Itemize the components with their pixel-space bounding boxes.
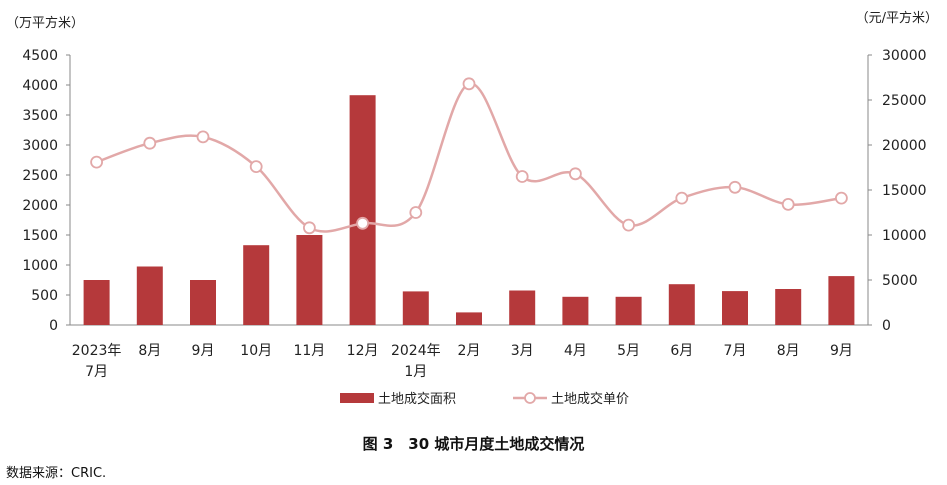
right-axis-unit: （元/平方米） [856,10,938,26]
x-axis-tick-label: 3月 [511,343,534,359]
line-point [302,221,316,235]
line-point [249,160,263,174]
x-axis-tick-label: 2024年 1月 [391,343,441,380]
line-point [622,218,635,232]
left-axis-tick-label: 0 [49,318,58,334]
right-axis-tick-label: 30000 [882,48,927,64]
bar [83,280,110,325]
legend-line-label: 土地成交单价 [551,391,629,407]
figure-caption: 图 3 30 城市月度土地成交情况 [362,435,585,453]
right-axis-tick-label: 10000 [882,228,927,244]
bar [402,291,429,325]
line-point [781,197,795,211]
bar [243,245,270,325]
left-axis-unit: （万平方米） [6,15,84,31]
line-point [356,216,370,230]
bar [828,276,855,325]
x-axis-tick-label: 7月 [724,343,747,359]
line-series [90,77,848,235]
left-axis-tick-label: 3000 [22,138,58,154]
right-axis-tick-label: 20000 [882,138,927,154]
bar [456,312,482,325]
x-axis-tick-label: 9月 [830,343,853,359]
x-axis-tick-label: 8月 [777,343,800,359]
left-axis-tick-label: 3500 [22,108,58,124]
line-point [462,77,476,91]
bar [722,291,748,325]
chart: 2023年 7月 8月 9月 10月 11月 12月 2024年 1月 2月 3月 4月 5月 6月 7月 8… [6,10,938,407]
left-axis-tick-label: 1500 [22,228,58,244]
x-axis-labels: 2023年 7月 8月 9月 10月 11月 12月 2024年 1月 2月 3月 4月 5月 6月 7月 8… [72,343,853,380]
x-axis-tick-label: 2023年 7月 [72,343,122,380]
bar [190,280,216,325]
bar [615,296,642,325]
line-point [515,170,529,183]
legend-line-marker [524,392,536,404]
bar [562,296,589,325]
right-axis-tick-label: 5000 [882,273,918,289]
line-point [90,155,103,169]
line-point [675,191,689,205]
legend: 土地成交面积 土地成交单价 [340,391,629,407]
legend-bar-swatch [340,393,374,403]
line-point [728,180,742,194]
bar [775,289,802,325]
line-point [143,136,157,150]
line-point [569,167,582,181]
right-axis-tick-label: 15000 [882,183,927,199]
left-axis-tick-label: 4000 [22,78,58,94]
x-axis-tick-label: 8月 [138,343,161,359]
left-axis-tick-label: 4500 [22,48,58,64]
x-axis-tick-label: 2月 [458,343,481,359]
right-axis-tick-label: 25000 [882,93,927,109]
right-axis-tick-label: 0 [882,318,891,334]
right-axis-labels: 0 5000 10000 15000 20000 25000 30000 [882,48,927,334]
line-point [409,206,423,219]
x-axis-tick-label: 10月 [240,343,272,359]
line-point [196,130,210,144]
left-axis-tick-label: 1000 [22,258,58,274]
x-axis-tick-label: 9月 [192,343,215,359]
x-axis-tick-label: 12月 [347,343,379,359]
data-source: 数据来源：CRIC. [6,466,107,481]
left-axis-tick-label: 500 [31,288,58,304]
price-line [96,82,842,233]
x-axis-tick-label: 11月 [293,343,325,359]
left-axis-labels: 0 500 1000 1500 2000 2500 3000 3500 4000 4500 [22,48,58,334]
bar [349,95,376,325]
legend-bar-label: 土地成交面积 [378,391,456,407]
line-point [835,191,848,205]
bar-series [83,95,855,325]
bar [668,284,695,325]
left-axis-tick-label: 2000 [22,198,58,214]
bar [296,235,323,325]
left-axis-tick-label: 2500 [22,168,58,184]
bar [136,266,163,325]
x-axis-tick-label: 5月 [617,343,640,359]
x-axis-tick-label: 4月 [564,343,587,359]
bar [509,290,536,325]
x-axis-tick-label: 6月 [670,343,693,359]
